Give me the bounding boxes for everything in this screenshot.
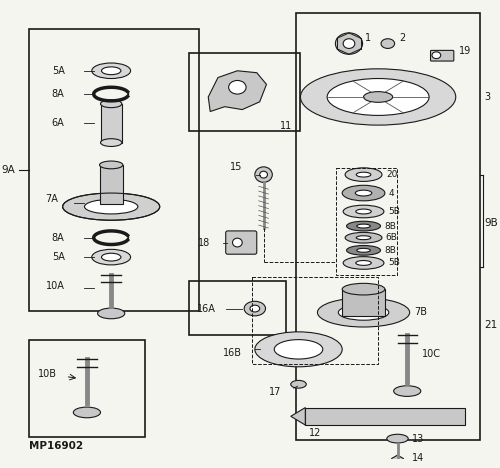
- Ellipse shape: [102, 67, 121, 74]
- Text: 7B: 7B: [414, 307, 427, 317]
- Text: 1: 1: [364, 33, 370, 43]
- Text: 16B: 16B: [223, 348, 242, 358]
- Ellipse shape: [92, 63, 130, 79]
- Ellipse shape: [357, 224, 370, 228]
- Text: MP16902: MP16902: [28, 441, 83, 452]
- Polygon shape: [290, 408, 306, 425]
- FancyBboxPatch shape: [226, 231, 257, 254]
- Ellipse shape: [345, 168, 382, 182]
- Text: 10C: 10C: [422, 349, 441, 359]
- Text: 8A: 8A: [52, 89, 64, 99]
- Ellipse shape: [343, 256, 384, 269]
- Ellipse shape: [346, 246, 380, 255]
- Ellipse shape: [387, 434, 408, 443]
- Text: 5A: 5A: [52, 66, 64, 76]
- Ellipse shape: [255, 167, 272, 183]
- Ellipse shape: [255, 332, 342, 367]
- Ellipse shape: [356, 236, 371, 240]
- Text: 15: 15: [230, 162, 242, 172]
- Text: 8B: 8B: [384, 246, 396, 255]
- Ellipse shape: [356, 190, 372, 196]
- Ellipse shape: [290, 380, 306, 388]
- Ellipse shape: [356, 261, 372, 265]
- Text: 10B: 10B: [38, 369, 58, 379]
- Text: 5B: 5B: [388, 207, 400, 216]
- Text: 9A: 9A: [2, 165, 15, 175]
- Ellipse shape: [98, 308, 125, 319]
- Bar: [252, 277, 378, 364]
- Ellipse shape: [250, 305, 260, 312]
- Text: 13: 13: [412, 434, 424, 444]
- Polygon shape: [208, 71, 266, 111]
- Ellipse shape: [356, 172, 371, 177]
- Text: 21: 21: [484, 320, 497, 330]
- Ellipse shape: [62, 193, 160, 220]
- Ellipse shape: [228, 80, 246, 94]
- Ellipse shape: [345, 233, 382, 243]
- Ellipse shape: [336, 33, 362, 54]
- Text: 18: 18: [198, 238, 210, 248]
- Ellipse shape: [102, 253, 121, 261]
- FancyBboxPatch shape: [306, 408, 466, 425]
- Ellipse shape: [343, 39, 355, 48]
- Ellipse shape: [74, 407, 101, 418]
- Ellipse shape: [343, 205, 384, 218]
- Ellipse shape: [432, 52, 440, 58]
- Text: 14: 14: [412, 453, 424, 463]
- Ellipse shape: [356, 209, 372, 214]
- Bar: [296, 13, 480, 439]
- Text: 20: 20: [386, 170, 397, 179]
- Ellipse shape: [342, 283, 385, 295]
- Text: 8B: 8B: [384, 221, 396, 231]
- Ellipse shape: [338, 305, 389, 320]
- Text: 6B: 6B: [386, 233, 398, 242]
- Ellipse shape: [300, 69, 456, 125]
- Text: 12: 12: [309, 428, 322, 438]
- Text: 9B: 9B: [484, 218, 498, 228]
- Text: 5B: 5B: [388, 258, 400, 267]
- Text: 10A: 10A: [46, 281, 64, 291]
- Ellipse shape: [84, 199, 138, 214]
- Text: 5A: 5A: [52, 252, 64, 262]
- Ellipse shape: [274, 340, 323, 359]
- Text: 19: 19: [458, 46, 471, 56]
- Bar: [28, 29, 198, 310]
- Text: 6A: 6A: [52, 118, 64, 128]
- Ellipse shape: [100, 139, 122, 146]
- Text: 11: 11: [280, 121, 292, 131]
- Ellipse shape: [260, 171, 268, 178]
- Ellipse shape: [92, 249, 130, 265]
- Ellipse shape: [100, 161, 123, 169]
- Text: 7A: 7A: [45, 194, 58, 204]
- Bar: [100, 165, 123, 204]
- Ellipse shape: [381, 39, 394, 48]
- Bar: [336, 168, 396, 275]
- Ellipse shape: [100, 100, 122, 108]
- Ellipse shape: [394, 386, 421, 396]
- Ellipse shape: [327, 79, 429, 116]
- Text: 2: 2: [400, 33, 406, 43]
- Ellipse shape: [318, 298, 410, 327]
- Ellipse shape: [346, 221, 380, 231]
- Text: 3: 3: [484, 92, 490, 102]
- FancyBboxPatch shape: [430, 51, 454, 61]
- Text: 17: 17: [268, 387, 281, 397]
- Ellipse shape: [232, 238, 242, 247]
- Text: 16A: 16A: [196, 304, 216, 314]
- Bar: [189, 281, 286, 335]
- Ellipse shape: [342, 185, 385, 201]
- Bar: [28, 340, 145, 437]
- Bar: [342, 289, 385, 316]
- Text: 4: 4: [389, 189, 394, 197]
- Ellipse shape: [357, 249, 370, 252]
- Bar: [100, 104, 122, 143]
- Ellipse shape: [364, 92, 392, 102]
- Ellipse shape: [244, 301, 266, 316]
- Text: 8A: 8A: [52, 233, 64, 243]
- Bar: [189, 53, 300, 131]
